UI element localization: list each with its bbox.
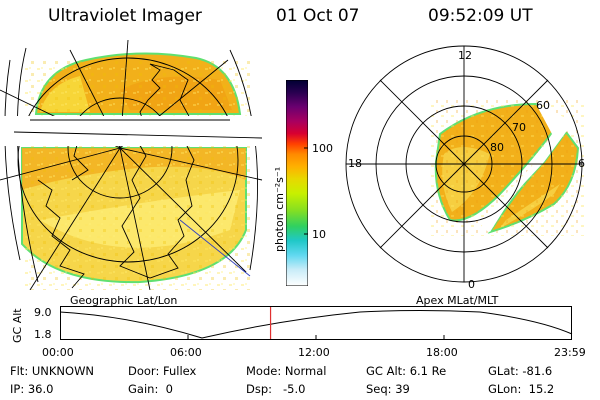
geo-panel-label: Geographic Lat/Lon (70, 294, 178, 307)
instrument-title: Ultraviolet Imager (48, 6, 202, 26)
glat-info: GLat: -81.6 (488, 364, 553, 378)
polar-mlt-panel (345, 45, 586, 283)
mlt-label-6: 6 (578, 157, 585, 170)
mlat-label-70: 70 (512, 121, 526, 134)
dsp-info: Dsp: -5.0 (246, 382, 306, 396)
gc-alt-info: GC Alt: 6.1 Re (366, 364, 447, 378)
glon-info: GLon: 15.2 (488, 382, 555, 396)
mlat-label-80: 80 (490, 141, 504, 154)
alt-xtick-06: 06:00 (170, 346, 202, 359)
time-label: 09:52:09 UT (428, 6, 533, 26)
colorbar-tick-10: 10 (312, 228, 326, 241)
alt-ytick-1.8: 1.8 (34, 328, 52, 341)
alt-ytick-9: 9.0 (34, 306, 52, 319)
mlt-label-18: 18 (348, 157, 362, 170)
flight-info: Flt: UNKNOWN (10, 364, 95, 378)
alt-plot-ylabel: GC Alt (11, 308, 24, 343)
alt-xtick-00: 00:00 (42, 346, 74, 359)
gain-info: Gain: 0 (128, 382, 173, 396)
mode-info: Mode: Normal (246, 364, 327, 378)
colorbar-unit-label: photon cm⁻²s⁻¹ (273, 166, 286, 252)
mlt-label-12: 12 (458, 49, 472, 62)
alt-xtick-18: 18:00 (426, 346, 458, 359)
altitude-plot (60, 306, 573, 340)
polar-panel-label: Apex MLat/MLT (416, 294, 499, 307)
ip-info: IP: 36.0 (10, 382, 54, 396)
colorbar-tick-100: 100 (312, 142, 333, 155)
date-label: 01 Oct 07 (276, 6, 360, 26)
door-info: Door: Fullex (128, 364, 197, 378)
seq-info: Seq: 39 (366, 382, 410, 396)
geographic-image-panel (0, 39, 270, 290)
colorbar (286, 80, 308, 286)
alt-xtick-2359: 23:59 (554, 346, 586, 359)
alt-xtick-12: 12:00 (298, 346, 330, 359)
mlt-label-0: 0 (468, 278, 475, 291)
mlat-label-60: 60 (536, 99, 550, 112)
altitude-curve (60, 310, 573, 339)
